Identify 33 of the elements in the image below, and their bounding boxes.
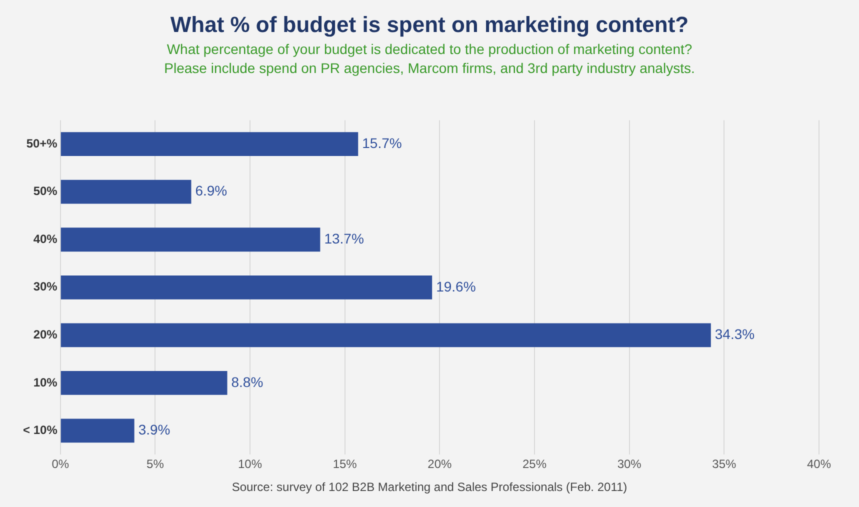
bar <box>60 323 711 348</box>
source-note: Source: survey of 102 B2B Marketing and Sales Professionals (Feb. 2011) <box>230 480 628 494</box>
bar <box>60 275 432 300</box>
chart-subtitle: What percentage of your budget is dedicated to the production of marketing content? Please include spend on PR agencies, Marcom firms, and 3rd party industry analysts. <box>163 40 696 78</box>
x-tick-label: 20% <box>428 457 452 472</box>
data-label: 34.3% <box>714 326 755 342</box>
y-tick-label: 50% <box>33 184 58 198</box>
data-label: 15.7% <box>362 134 402 151</box>
x-tick-label: 25% <box>522 457 547 472</box>
x-tick-label: 15% <box>332 457 358 472</box>
data-label: 19.6% <box>436 278 476 294</box>
bar <box>60 180 192 204</box>
x-tick-label: 10% <box>238 457 262 472</box>
y-tick-label: 50+% <box>26 136 58 150</box>
data-label: 8.8% <box>231 374 264 390</box>
data-label: 6.9% <box>195 182 228 199</box>
y-tick-label: 30% <box>33 280 58 294</box>
bar <box>60 132 358 156</box>
data-label: 3.9% <box>138 422 170 438</box>
bar <box>60 228 320 252</box>
y-tick-label: 40% <box>33 232 58 246</box>
x-tick-label: 30% <box>617 457 642 472</box>
x-tick-label: 40% <box>806 457 832 472</box>
x-tick-label: 0% <box>52 457 70 472</box>
bar <box>60 371 228 395</box>
chart-title: What % of budget is spent on marketing content? <box>169 12 690 38</box>
x-tick-label: 35% <box>712 457 736 472</box>
y-tick-label: 20% <box>33 327 58 342</box>
x-tick-label: 5% <box>146 457 164 472</box>
y-tick-label: < 10% <box>23 423 58 438</box>
data-label: 13.7% <box>324 230 364 246</box>
y-tick-label: 10% <box>33 375 58 390</box>
bar <box>60 418 134 443</box>
